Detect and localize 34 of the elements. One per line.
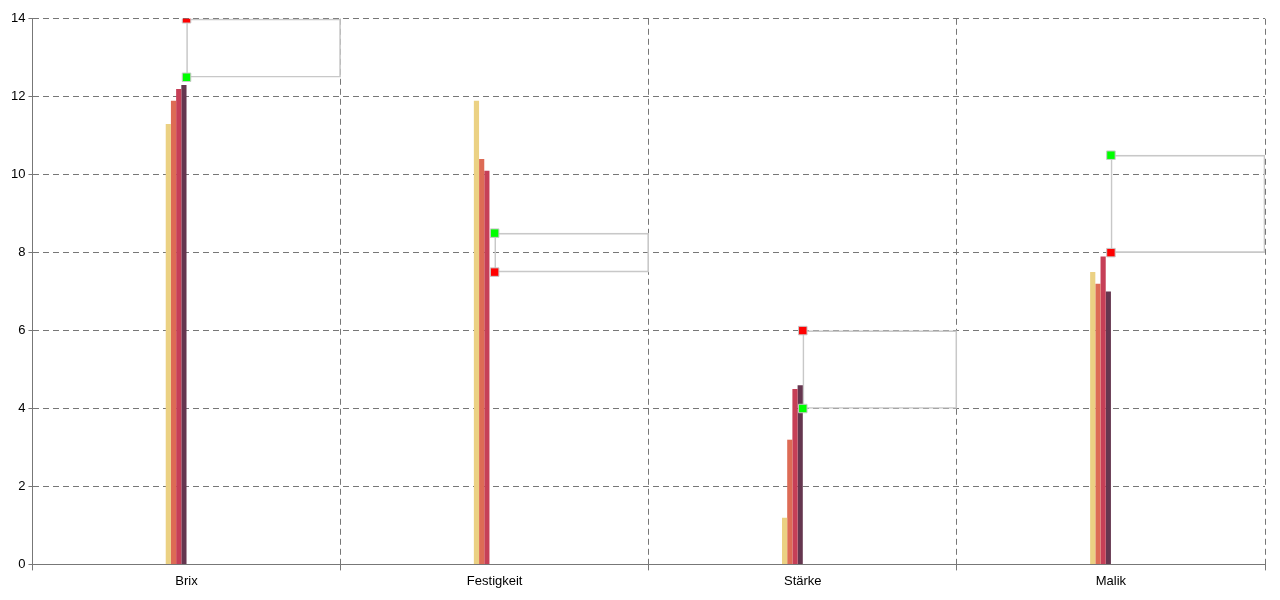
bar <box>1105 291 1111 564</box>
point <box>489 228 500 238</box>
point <box>798 403 808 414</box>
bar <box>181 85 187 564</box>
y-tick-label: 8 <box>18 244 26 260</box>
bar <box>479 159 485 564</box>
bar <box>165 124 171 564</box>
bar <box>1095 283 1101 564</box>
y-tick-label: 2 <box>18 478 26 494</box>
y-tick-label: 6 <box>18 322 26 338</box>
point <box>489 267 500 277</box>
y-tick-label: 0 <box>18 555 26 571</box>
bar <box>782 517 788 564</box>
y-tick-label: 14 <box>10 10 26 26</box>
bar <box>1100 256 1106 564</box>
y-tick-label: 4 <box>18 400 26 416</box>
point <box>798 325 808 336</box>
bar <box>484 170 490 564</box>
x-tick-label: Stärke <box>784 572 822 588</box>
point <box>181 72 192 82</box>
bar <box>170 100 177 564</box>
bar <box>792 389 798 564</box>
bar <box>787 439 793 564</box>
x-tick-label: Malik <box>1095 572 1127 588</box>
x-tick-label: Brix <box>175 572 199 588</box>
point <box>1106 247 1116 258</box>
bar <box>797 385 803 564</box>
bar <box>1090 272 1096 564</box>
x-tick-label: Festigkeit <box>466 572 523 588</box>
y-tick-label: 10 <box>10 166 26 182</box>
bar <box>176 88 182 564</box>
bar <box>473 100 480 564</box>
y-tick-label: 12 <box>10 88 26 104</box>
point <box>1106 150 1116 160</box>
